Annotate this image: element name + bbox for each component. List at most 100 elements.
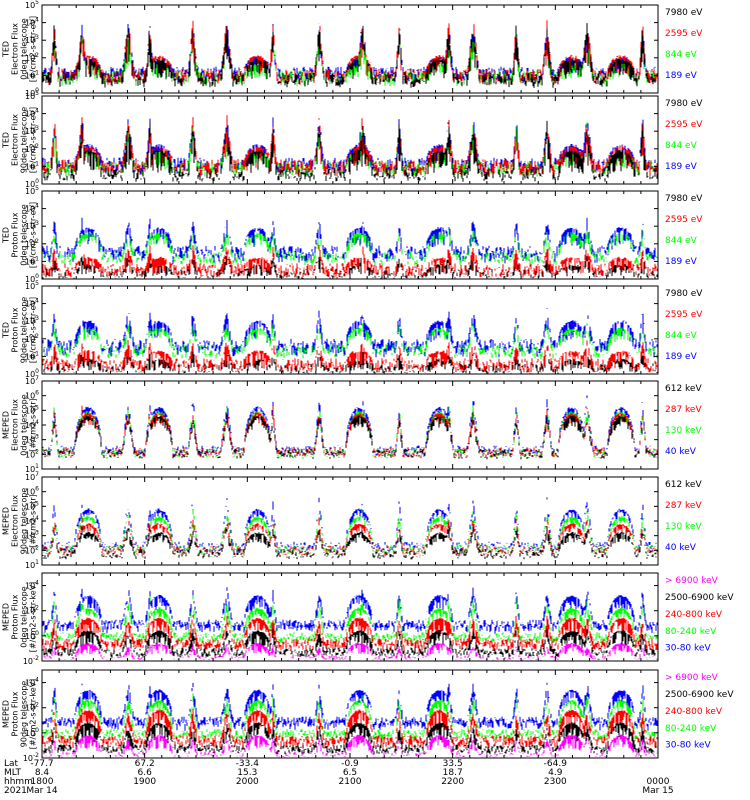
series-8-2 bbox=[42, 693, 658, 741]
legend-entry: 80-240 keV bbox=[665, 724, 717, 734]
panel-1: 100 101 102 103 104 105 TEDElectron Flux0deg t… bbox=[2, 0, 704, 98]
y-tick-label: 105 bbox=[25, 90, 39, 101]
series-path bbox=[42, 682, 658, 731]
series-path bbox=[42, 227, 658, 266]
legend-entry: 844 eV bbox=[665, 50, 698, 60]
x-axis-value-lat: -0.9 bbox=[341, 759, 359, 769]
x-axis-value-hhmm: 2200 bbox=[441, 777, 464, 787]
x-axis-value-hhmm: 2100 bbox=[339, 777, 362, 787]
y-tick-label: 103 bbox=[25, 434, 39, 445]
x-axis-value-lat: 67.2 bbox=[135, 759, 155, 769]
y-tick-label: 102 bbox=[25, 605, 39, 616]
series-path bbox=[43, 323, 658, 359]
x-axis-row-label: 2021 bbox=[4, 786, 27, 796]
series-3-2 bbox=[42, 244, 658, 278]
legend-entry: 30-80 keV bbox=[665, 644, 711, 654]
series-path bbox=[42, 628, 658, 658]
x-axis-value-mlt: 6.6 bbox=[138, 768, 153, 778]
y-tick-label: 103 bbox=[25, 315, 39, 326]
y-tick-label: 100 bbox=[25, 87, 39, 98]
legend-entry: 30-80 keV bbox=[665, 741, 711, 751]
x-axis-row-label: Lat bbox=[4, 759, 19, 769]
x-axis-value-mlt: 18.7 bbox=[443, 768, 463, 778]
series-8-4 bbox=[42, 722, 658, 755]
y-tick-label: 107 bbox=[25, 375, 39, 386]
y-tick-label: 100 bbox=[25, 273, 39, 284]
y-tick-label: 100 bbox=[25, 727, 39, 738]
legend-entry: 130 keV bbox=[665, 522, 702, 532]
legend-entry: 2595 eV bbox=[665, 29, 703, 39]
y-tick-label: 10-2 bbox=[23, 752, 39, 763]
series-path bbox=[43, 120, 658, 182]
legend-entry: 2500-6900 keV bbox=[665, 690, 734, 700]
y-axis-label: TEDElectron Flux0deg telescope[#/cm2-s-s… bbox=[2, 16, 38, 82]
x-axis-value-lat: -77.7 bbox=[30, 759, 53, 769]
series-path bbox=[42, 244, 658, 278]
series-path bbox=[43, 28, 658, 87]
legend-entry: 240-800 keV bbox=[665, 707, 723, 717]
series-1-4 bbox=[42, 23, 658, 88]
y-tick-label: 101 bbox=[25, 160, 39, 171]
x-axis-value-mlt: 8.4 bbox=[35, 768, 50, 778]
panel-2: 100 101 102 103 104 105 TEDElectron Flux90deg … bbox=[2, 90, 704, 189]
x-axis-value-lat: -33.4 bbox=[236, 759, 260, 769]
legend-entry: > 6900 keV bbox=[665, 576, 719, 586]
x-axis-value-mlt: 6.5 bbox=[343, 768, 357, 778]
series-6-3 bbox=[42, 517, 658, 557]
x-axis-value-hhmm: 0000 bbox=[647, 777, 670, 787]
y-tick-label: 100 bbox=[25, 368, 39, 379]
series-path bbox=[42, 23, 658, 88]
y-tick-label: 104 bbox=[25, 515, 39, 526]
legend-entry: 189 eV bbox=[665, 257, 698, 267]
legend-entry: 40 keV bbox=[665, 447, 697, 457]
legend-entry: 7980 eV bbox=[665, 194, 703, 204]
y-tick-label: 101 bbox=[25, 350, 39, 361]
legend-entry: 240-800 keV bbox=[665, 610, 723, 620]
y-tick-label: 101 bbox=[25, 69, 39, 80]
x-axis-row-label: hhmm bbox=[4, 777, 33, 787]
series-path bbox=[42, 708, 658, 749]
panel-5: 101 102 103 104 105 106 107 MEPEDElectron Flux0… bbox=[2, 375, 703, 474]
legend-entry: 2500-6900 keV bbox=[665, 593, 734, 603]
y-axis-label: MEPEDElectron Flux90deg telescope[#/cm2-… bbox=[2, 488, 38, 555]
panel-6: 101 102 103 104 105 106 107 MEPEDElectron Flux9… bbox=[2, 471, 703, 570]
legend-entry: 2595 eV bbox=[665, 310, 703, 320]
y-tick-label: 104 bbox=[25, 298, 39, 309]
y-tick-label: 102 bbox=[25, 333, 39, 344]
x-axis-value-hhmm: 1800 bbox=[31, 777, 54, 787]
legend-entry: 7980 eV bbox=[665, 99, 703, 109]
legend-entry: 189 eV bbox=[665, 352, 698, 362]
y-tick-label: 104 bbox=[25, 203, 39, 214]
legend-entry: 80-240 keV bbox=[665, 627, 717, 637]
legend-entry: 287 keV bbox=[665, 405, 702, 415]
series-path bbox=[42, 217, 656, 264]
y-tick-label: 104 bbox=[25, 108, 39, 119]
y-tick-label: 104 bbox=[25, 677, 39, 688]
y-axis-label: TEDProton Flux90deg telescope[#/cm2-s-st… bbox=[2, 297, 38, 364]
y-tick-label: 103 bbox=[25, 34, 39, 45]
y-tick-label: 105 bbox=[25, 185, 39, 196]
legend-entry: 2595 eV bbox=[665, 120, 703, 130]
y-tick-label: 105 bbox=[25, 404, 39, 415]
y-axis-label: MEPEDElectron Flux0deg telescope[#/cm2-s… bbox=[2, 394, 38, 455]
y-tick-label: 101 bbox=[25, 463, 39, 474]
y-tick-label: 107 bbox=[25, 471, 39, 482]
y-tick-label: 103 bbox=[25, 530, 39, 541]
series-path bbox=[42, 526, 658, 560]
legend-entry: 287 keV bbox=[665, 501, 702, 511]
panel-3: 100 101 102 103 104 105 TEDProton Flux0deg tel… bbox=[2, 185, 704, 284]
series-6-1 bbox=[42, 497, 658, 553]
series-2-4 bbox=[43, 120, 658, 182]
y-tick-label: 100 bbox=[25, 178, 39, 189]
legend-entry: 7980 eV bbox=[665, 8, 703, 18]
series-7-4 bbox=[42, 628, 658, 658]
x-axis-value-mlt: 4.9 bbox=[548, 768, 563, 778]
x-axis-row-label: MLT bbox=[4, 768, 22, 778]
y-tick-label: 102 bbox=[25, 544, 39, 555]
legend-entry: 189 eV bbox=[665, 71, 698, 81]
series-7-3 bbox=[42, 615, 658, 652]
legend-entry: 844 eV bbox=[665, 236, 698, 246]
y-tick-label: 102 bbox=[25, 448, 39, 459]
